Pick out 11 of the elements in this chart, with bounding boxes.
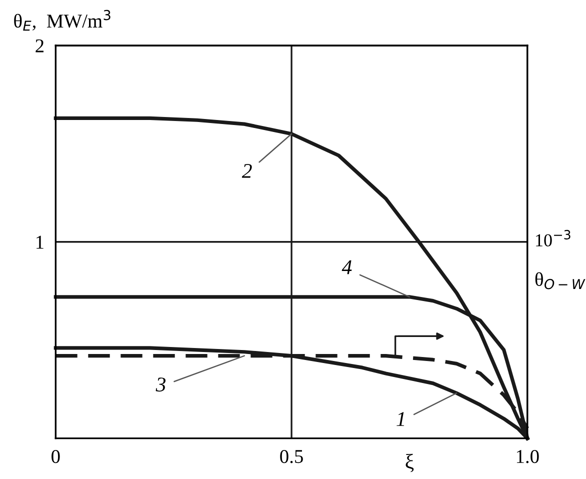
text: 10$^{−3}$ bbox=[536, 230, 570, 246]
series-label: 4 bbox=[342, 260, 352, 274]
x-tick-label: 0.5 bbox=[280, 450, 303, 464]
series-label: 1 bbox=[396, 412, 404, 426]
text: θ$_{O−W}$ bbox=[535, 272, 586, 290]
series-label: 2 bbox=[242, 164, 252, 178]
x-axis-title: ξ bbox=[406, 454, 414, 472]
x-tick-label: 1.0 bbox=[516, 450, 539, 464]
x-tick-label: 0 bbox=[52, 450, 60, 464]
y-axis-title: θ$_{E}$, MW/m$^{3}$ bbox=[14, 10, 110, 31]
series-label: 3 bbox=[156, 378, 166, 392]
